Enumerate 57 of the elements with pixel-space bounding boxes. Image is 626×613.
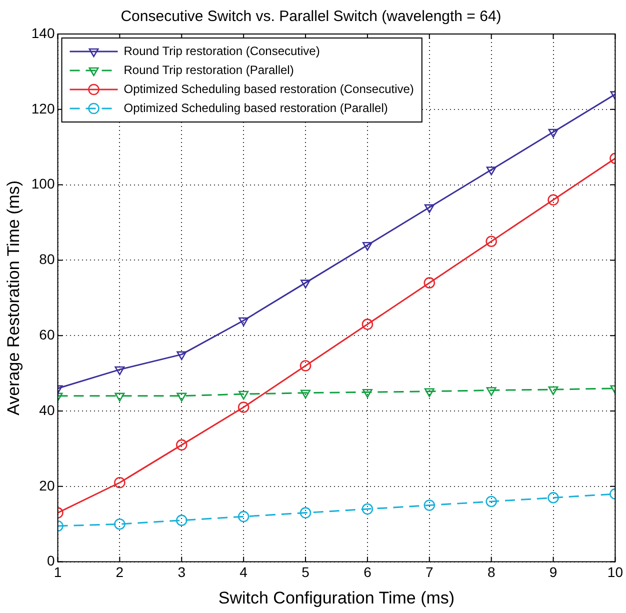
point	[114, 476, 126, 488]
point	[300, 390, 310, 399]
point	[486, 387, 496, 396]
x-tick-label: 8	[487, 564, 496, 580]
y-tick-label: 0	[46, 552, 55, 569]
chart-title: Consecutive Switch vs. Parallel Switch (wavelength = 64)	[120, 8, 502, 26]
x-tick-label: 6	[364, 564, 372, 580]
point	[238, 317, 249, 326]
point	[300, 507, 312, 518]
point	[114, 392, 125, 402]
x-axis-title: Switch Configuration Time (ms)	[218, 588, 455, 608]
point	[486, 236, 497, 247]
point	[238, 510, 250, 522]
y-axis-title: Average Restoration Time (ms)	[4, 180, 23, 416]
y-tick-label: 60	[39, 326, 55, 342]
point	[238, 402, 250, 413]
y-tick-label: 80	[39, 251, 55, 268]
point	[362, 318, 374, 330]
legend-label: Optimized Scheduling based restoration (Parallel)	[124, 100, 388, 115]
y-tick-label: 40	[39, 402, 55, 418]
point	[362, 242, 372, 251]
point	[548, 492, 559, 504]
point	[176, 514, 188, 526]
x-tick-label: 4	[240, 564, 248, 580]
x-tick-label: 5	[302, 564, 310, 580]
legend-label: Optimized Scheduling based restoration (Consecutive)	[124, 82, 414, 96]
point	[362, 503, 374, 515]
point	[548, 194, 559, 206]
point	[114, 518, 126, 530]
x-tick-label: 7	[425, 564, 434, 580]
point	[176, 392, 187, 402]
legend-label: Round Trip restoration (Consecutive)	[124, 44, 320, 58]
x-tick-label: 2	[116, 564, 124, 580]
point	[300, 280, 310, 288]
x-tick-label: 3	[178, 564, 186, 580]
point	[424, 277, 436, 288]
y-tick-label: 20	[39, 477, 55, 494]
point	[238, 390, 249, 400]
point	[176, 351, 187, 360]
x-tick-label: 10	[607, 564, 624, 580]
point	[424, 204, 434, 214]
point	[486, 166, 496, 176]
x-tick-label: 1	[54, 564, 62, 580]
y-tick-label: 100	[31, 176, 55, 192]
point	[424, 388, 434, 398]
point	[548, 128, 558, 138]
point	[548, 386, 558, 396]
y-tick-label: 120	[31, 100, 55, 116]
x-tick-label: 9	[549, 564, 558, 580]
y-tick-label: 140	[31, 24, 55, 41]
point	[362, 389, 372, 398]
point	[114, 366, 125, 376]
legend-label: Round Trip restoration (Parallel)	[124, 62, 294, 77]
point	[176, 439, 188, 451]
point	[424, 500, 436, 511]
point	[300, 360, 312, 372]
point	[486, 496, 497, 508]
